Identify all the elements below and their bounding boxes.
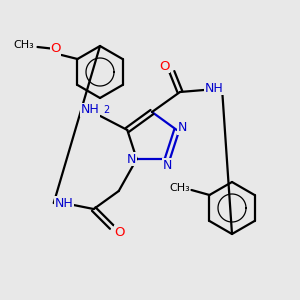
- Text: O: O: [115, 226, 125, 238]
- Text: N: N: [127, 152, 136, 166]
- Text: O: O: [50, 43, 61, 56]
- Text: CH₃: CH₃: [169, 183, 190, 193]
- Text: N: N: [163, 158, 172, 172]
- Text: NH: NH: [205, 82, 224, 94]
- Text: NH: NH: [81, 103, 100, 116]
- Text: CH₃: CH₃: [13, 40, 34, 50]
- Text: O: O: [159, 59, 169, 73]
- Text: NH: NH: [54, 196, 73, 209]
- Text: N: N: [178, 122, 188, 134]
- Text: 2: 2: [103, 105, 110, 115]
